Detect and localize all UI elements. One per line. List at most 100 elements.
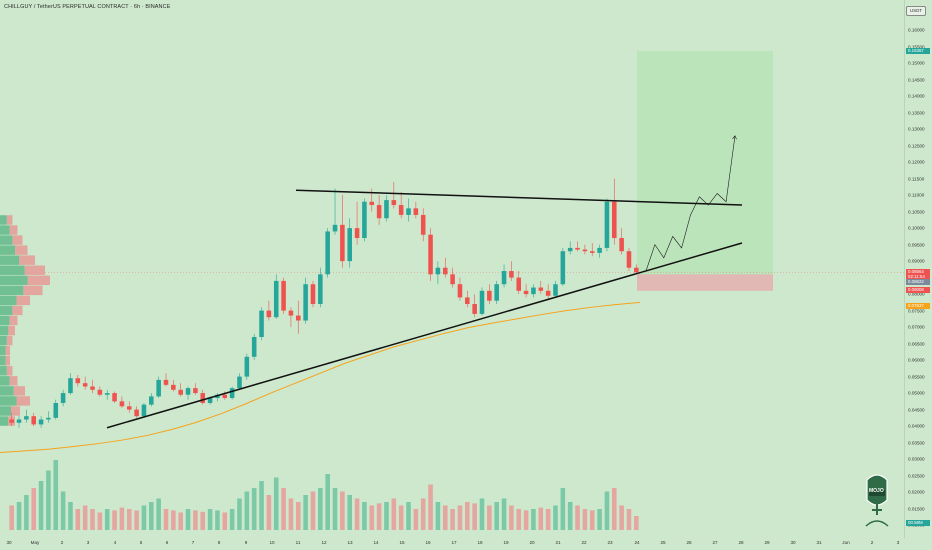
candle [347,228,352,262]
volume-profile-bar [0,345,6,356]
price-plot[interactable] [0,0,904,538]
candle [251,337,257,357]
candle [281,280,286,311]
volume-bar [53,460,59,530]
candle [119,401,125,407]
candle [266,310,272,318]
volume-bar [112,510,117,530]
price-axis[interactable]: 0.16000 0.15500 0.15000 0.14500 0.14000 0.135… [904,0,932,538]
volume-bar [428,484,433,530]
y-tick-label: 0.04000 [908,423,925,429]
x-tick-label: 23 [607,540,613,545]
candle [435,267,441,275]
volume-profile-bar [5,355,10,366]
volume-bar [75,509,81,530]
candle [567,247,573,252]
candle [75,378,81,384]
volume-bar [259,481,264,530]
candle [604,201,610,248]
volume-profile-bar [0,245,16,255]
y-tick-label: 0.08000 [908,291,925,297]
volume-bar [193,510,198,530]
projection-arrowhead [732,135,737,140]
y-tick-label: 0.09500 [908,242,925,248]
volume-profile-bar [6,335,13,346]
volume-bar [634,516,639,530]
x-tick-label: 31 [816,540,822,545]
x-tick-label: 8 [217,540,221,545]
y-tick-label: 0.13000 [908,126,925,132]
volume-bar [325,474,330,530]
volume-bar [494,502,499,530]
volume-profile-bar [9,315,18,326]
volume-bar [347,495,352,530]
volume-bar [215,510,220,530]
candle [141,404,147,417]
candle [369,201,375,206]
x-tick-label: 27 [712,540,718,545]
x-tick-label: 21 [555,540,561,545]
volume-bar [369,505,375,530]
volume-bar [134,510,139,530]
volume-bar [391,498,397,530]
candle [156,379,161,397]
candle [487,290,492,301]
currency-unit-label[interactable]: USDT [906,6,926,16]
price-badge: 0.15367 [906,48,930,55]
volume-profile-bar [5,345,10,356]
x-tick-label: 30 [6,540,12,545]
y-tick-label: 0.11500 [908,176,925,182]
volume-profile-bar [12,305,23,316]
x-tick-label: 30 [790,540,796,545]
volume-profile-bar [19,255,35,265]
volume-bar [597,509,602,530]
y-tick-label: 0.11000 [908,192,925,198]
candle [68,378,73,394]
y-tick-label: 0.16000 [908,27,925,33]
y-tick-label: 0.03000 [908,456,925,462]
candle [259,310,264,338]
y-tick-label: 0.12000 [908,159,925,165]
x-tick-label: 2 [60,540,64,545]
volume-bar [163,509,169,530]
y-tick-label: 0.10000 [908,225,925,231]
x-tick-label: 4 [113,540,117,545]
y-tick-label: 0.02500 [908,473,925,479]
candle [501,271,507,285]
x-tick-label: 15 [399,540,405,545]
volume-profile-bar [0,325,9,336]
candle [413,208,419,215]
volume-bar [251,488,257,530]
volume-profile-bar [8,325,15,336]
candle [560,251,566,285]
candle [582,249,588,252]
time-axis[interactable]: 30 May 2 3 4 5 6 7 8 9 10 11 12 13 14 15 16 17 18 19 20 21 22 2… [0,538,904,550]
volume-profile-bar [0,376,10,386]
candle [575,247,580,250]
x-tick-label: 5 [139,540,143,545]
candle [420,214,426,235]
volume-bar [266,495,272,530]
volume-profile-bar [11,406,20,416]
y-tick-label: 0.14000 [908,93,925,99]
candle [450,274,455,285]
volume-bar [531,509,536,530]
volume-bar [354,498,360,530]
volume-bar [604,491,610,530]
candle [9,419,14,423]
volume-bar [281,488,286,530]
candle [391,200,397,206]
x-tick-label: 14 [373,540,379,545]
candle [457,284,463,298]
candle [626,251,632,268]
x-tick-label: 12 [321,540,327,545]
candle [273,280,279,318]
mojo-logo [862,470,892,532]
volume-profile-bar [0,285,24,296]
candle [362,201,367,239]
candle [531,287,536,295]
volume-bar [501,498,507,530]
x-tick-label: 6 [165,540,169,545]
candle [53,402,59,418]
x-tick-label: 9 [244,540,248,545]
